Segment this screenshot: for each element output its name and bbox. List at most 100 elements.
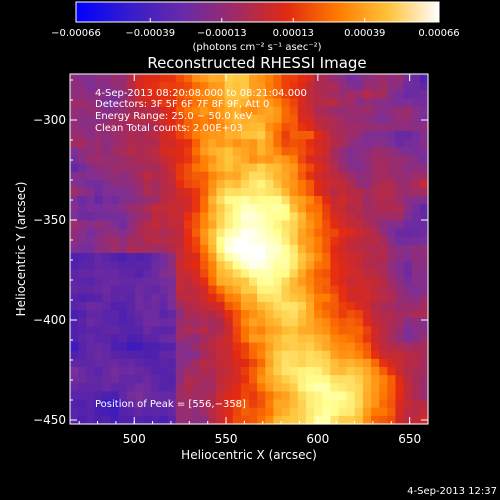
heatmap-cell <box>126 391 136 401</box>
heatmap-cell <box>78 90 87 100</box>
heatmap-cell <box>322 318 331 327</box>
heatmap-cell <box>371 155 380 165</box>
heatmap-cell <box>192 399 201 409</box>
heatmap-cell <box>86 293 96 303</box>
heatmap-cell <box>322 310 331 319</box>
heatmap-cell <box>289 82 299 91</box>
heatmap-cell <box>411 293 421 303</box>
heatmap-cell <box>175 236 185 246</box>
heatmap-cell <box>78 301 87 311</box>
heatmap-cell <box>322 391 331 401</box>
heatmap-cell <box>183 269 193 279</box>
heatmap-cell <box>216 399 226 409</box>
heatmap-cell <box>110 212 120 222</box>
heatmap-cell <box>94 326 104 336</box>
heatmap-cell <box>249 147 258 156</box>
heatmap-cell <box>192 196 201 205</box>
heatmap-cell <box>305 82 315 91</box>
heatmap-cell <box>118 187 128 197</box>
heatmap-cell <box>371 220 380 230</box>
heatmap-cell <box>167 82 177 91</box>
heatmap-cell <box>102 310 112 319</box>
heatmap-cell <box>183 244 193 254</box>
heatmap-cell <box>240 82 250 91</box>
heatmap-cell <box>387 114 397 124</box>
heatmap-cell <box>314 350 323 360</box>
heatmap-cell <box>135 220 144 230</box>
heatmap-cell <box>419 114 429 124</box>
heatmap-cell <box>314 82 323 91</box>
heatmap-cell <box>102 155 112 165</box>
heatmap-cell <box>379 155 388 165</box>
heatmap-cell <box>102 163 112 173</box>
heatmap-cell <box>314 90 323 100</box>
heatmap-cell <box>86 74 96 83</box>
heatmap-cell <box>330 155 340 165</box>
heatmap-cell <box>346 375 356 384</box>
heatmap-cell <box>322 212 331 222</box>
heatmap-cell <box>159 98 169 108</box>
heatmap-cell <box>102 106 112 116</box>
heatmap-cell <box>297 350 307 360</box>
heatmap-cell <box>94 285 104 295</box>
heatmap-cell <box>200 114 209 124</box>
heatmap-cell <box>387 334 397 344</box>
heatmap-cell <box>118 253 128 262</box>
heatmap-cell <box>70 130 79 140</box>
heatmap-cell <box>346 277 356 287</box>
heatmap-cell <box>94 293 104 303</box>
heatmap-cell <box>403 334 413 344</box>
heatmap-cell <box>379 220 388 230</box>
heatmap-cell <box>371 383 380 393</box>
heatmap-cell <box>224 163 234 173</box>
heatmap-cell <box>118 342 128 352</box>
heatmap-cell <box>143 407 152 417</box>
heatmap-cell <box>183 122 193 132</box>
heatmap-cell <box>297 391 307 401</box>
heatmap-cell <box>265 285 275 295</box>
heatmap-cell <box>126 244 136 254</box>
heatmap-cell <box>216 90 226 100</box>
heatmap-cell <box>281 163 291 173</box>
heatmap-cell <box>419 277 429 287</box>
heatmap-cell <box>379 244 388 254</box>
heatmap-cell <box>249 375 258 384</box>
heatmap-cell <box>192 415 201 425</box>
heatmap-cell <box>330 342 340 352</box>
x-tick-label: 650 <box>398 432 421 446</box>
heatmap-cell <box>224 415 234 425</box>
heatmap-cell <box>94 82 104 91</box>
heatmap-cell <box>273 415 283 425</box>
heatmap-cell <box>338 277 348 287</box>
heatmap-cell <box>371 391 380 401</box>
heatmap-cell <box>224 367 234 376</box>
heatmap-cell <box>314 399 323 409</box>
heatmap-cell <box>135 383 144 393</box>
heatmap-cell <box>403 155 413 165</box>
y-axis-label: Heliocentric Y (arcsec) <box>14 182 28 317</box>
heatmap-cell <box>387 98 397 108</box>
heatmap-cell <box>183 187 193 197</box>
heatmap-cell <box>110 139 120 148</box>
heatmap-cell <box>200 399 209 409</box>
heatmap-cell <box>126 155 136 165</box>
heatmap-cell <box>224 106 234 116</box>
heatmap-cell <box>281 228 291 238</box>
heatmap-cell <box>86 98 96 108</box>
heatmap-cell <box>314 253 323 262</box>
heatmap-cell <box>346 407 356 417</box>
heatmap-cell <box>265 407 275 417</box>
heatmap-cell <box>411 301 421 311</box>
heatmap-cell <box>102 114 112 124</box>
heatmap-cell <box>289 334 299 344</box>
heatmap-cell <box>192 318 201 327</box>
heatmap-cell <box>167 244 177 254</box>
heatmap-cell <box>175 261 185 270</box>
heatmap-cell <box>110 301 120 311</box>
heatmap-cell <box>102 253 112 262</box>
heatmap-cell <box>362 293 372 303</box>
heatmap-cell <box>102 139 112 148</box>
heatmap-cell <box>289 90 299 100</box>
heatmap-cell <box>371 253 380 262</box>
heatmap-cell <box>70 383 79 393</box>
